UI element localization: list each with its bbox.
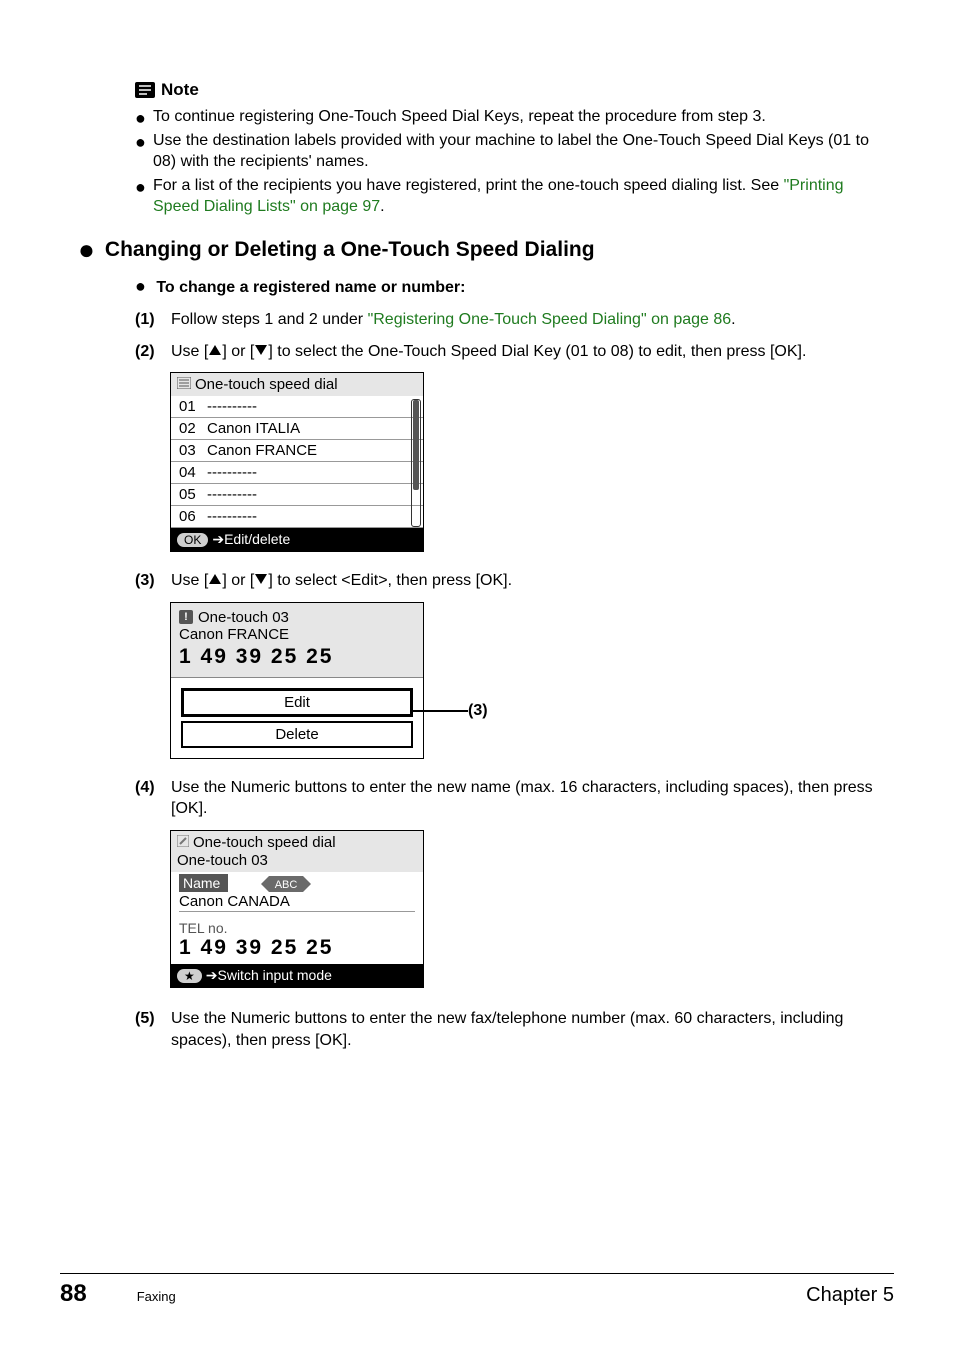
lcd-title: One-touch speed dial <box>171 373 423 396</box>
step-4: (4) Use the Numeric buttons to enter the… <box>135 777 894 820</box>
annotation-line-icon <box>413 709 468 713</box>
name-header: Name <box>179 874 228 892</box>
annotation-label: (3) <box>468 702 488 720</box>
step-2: (2) Use [] or [] to select the One-Touch… <box>135 341 894 363</box>
lcd3-footer: ★ ➔Switch input mode <box>171 964 423 987</box>
lcd-scrollbar <box>411 399 421 527</box>
star-pill: ★ <box>177 969 202 983</box>
tel-value: 1 49 39 25 25 <box>179 936 415 960</box>
step-number: (4) <box>135 777 171 820</box>
lcd-title-text: One-touch speed dial <box>195 376 338 393</box>
heading-bullet-icon: ● <box>78 236 95 264</box>
note-bullet: ● To continue registering One-Touch Spee… <box>135 106 894 128</box>
lcd2-buttons: Edit Delete <box>171 678 423 758</box>
list-icon <box>177 376 191 393</box>
lcd3-name-section: Name ABC Canon CANADA <box>171 872 423 916</box>
note-text: Use the destination labels provided with… <box>153 130 894 173</box>
lcd-edit-delete: ! One-touch 03 Canon FRANCE 1 49 39 25 2… <box>170 602 424 759</box>
tel-header: TEL no. <box>179 920 415 936</box>
lcd3-subtitle: One-touch 03 <box>171 852 423 872</box>
edit-icon <box>177 834 189 851</box>
note-icon <box>135 82 155 98</box>
step-1: (1) Follow steps 1 and 2 under "Register… <box>135 309 894 331</box>
lcd3-footer-text: ➔Switch input mode <box>206 967 332 984</box>
step-text: Use [] or [] to select the One-Touch Spe… <box>171 341 806 363</box>
note-text: For a list of the recipients you have re… <box>153 175 894 218</box>
lcd2-line2: Canon FRANCE <box>179 626 415 643</box>
info-icon: ! <box>179 610 193 624</box>
note-bullet: ● For a list of the recipients you have … <box>135 175 894 218</box>
note-block: Note ● To continue registering One-Touch… <box>135 80 894 218</box>
lcd-row: 01---------- <box>171 396 423 418</box>
step-number: (2) <box>135 341 171 363</box>
svg-text:ABC: ABC <box>274 879 297 891</box>
bullet-icon: ● <box>135 106 153 128</box>
footer-chapter: Chapter 5 <box>806 1284 894 1307</box>
bullet-icon: ● <box>135 130 153 173</box>
lcd3-title: One-touch speed dial <box>171 831 423 852</box>
lcd-name-entry: One-touch speed dial One-touch 03 Name A… <box>170 830 424 988</box>
section-heading: ● Changing or Deleting a One-Touch Speed… <box>78 236 894 264</box>
down-triangle-icon <box>254 341 268 363</box>
step-5: (5) Use the Numeric buttons to enter the… <box>135 1008 894 1051</box>
up-triangle-icon <box>208 341 222 363</box>
step-link[interactable]: "Registering One-Touch Speed Dialing" on… <box>368 311 732 328</box>
edit-button[interactable]: Edit <box>181 688 413 717</box>
page-footer: 88 Faxing Chapter 5 <box>60 1273 894 1308</box>
step-text: Use the Numeric buttons to enter the new… <box>171 777 894 820</box>
lcd-speed-dial-list: One-touch speed dial 01---------- 02Cano… <box>170 372 424 552</box>
lcd-row: 04---------- <box>171 462 423 484</box>
step-text: Use [] or [] to select <Edit>, then pres… <box>171 570 512 592</box>
bullet-icon: ● <box>135 175 153 218</box>
lcd-row: 03Canon FRANCE <box>171 440 423 462</box>
lcd-footer: OK ➔Edit/delete <box>171 528 423 551</box>
note-text: To continue registering One-Touch Speed … <box>153 106 766 128</box>
abc-badge: ABC <box>261 875 311 892</box>
lcd3-tel-section: TEL no. 1 49 39 25 25 <box>171 916 423 964</box>
note-body: ● To continue registering One-Touch Spee… <box>135 106 894 218</box>
step-number: (5) <box>135 1008 171 1051</box>
ok-pill: OK <box>177 533 208 547</box>
subheading-text: To change a registered name or number: <box>156 279 465 296</box>
note-label: Note <box>161 80 199 100</box>
step-text: Follow steps 1 and 2 under "Registering … <box>171 309 736 331</box>
lcd-row: 05---------- <box>171 484 423 506</box>
lcd-row: 02Canon ITALIA <box>171 418 423 440</box>
lcd2-header: ! One-touch 03 Canon FRANCE 1 49 39 25 2… <box>171 603 423 678</box>
scrollbar-thumb <box>413 400 419 490</box>
step-3: (3) Use [] or [] to select <Edit>, then … <box>135 570 894 592</box>
footer-section: Faxing <box>137 1289 176 1304</box>
name-value: Canon CANADA <box>179 893 415 912</box>
lcd-row: 06---------- <box>171 506 423 528</box>
note-header: Note <box>135 80 894 100</box>
note-bullet: ● Use the destination labels provided wi… <box>135 130 894 173</box>
lcd-footer-text: ➔Edit/delete <box>212 531 290 548</box>
step-number: (1) <box>135 309 171 331</box>
lcd2-line1: One-touch 03 <box>198 609 289 626</box>
heading-text: Changing or Deleting a One-Touch Speed D… <box>105 238 595 262</box>
page-number: 88 <box>60 1280 87 1308</box>
subheading: ● To change a registered name or number: <box>135 276 894 297</box>
lcd2-number: 1 49 39 25 25 <box>179 645 415 669</box>
down-triangle-icon <box>254 570 268 592</box>
delete-button[interactable]: Delete <box>181 721 413 748</box>
up-triangle-icon <box>208 570 222 592</box>
step-text: Use the Numeric buttons to enter the new… <box>171 1008 894 1051</box>
step-number: (3) <box>135 570 171 592</box>
subheading-bullet-icon: ● <box>135 276 146 296</box>
